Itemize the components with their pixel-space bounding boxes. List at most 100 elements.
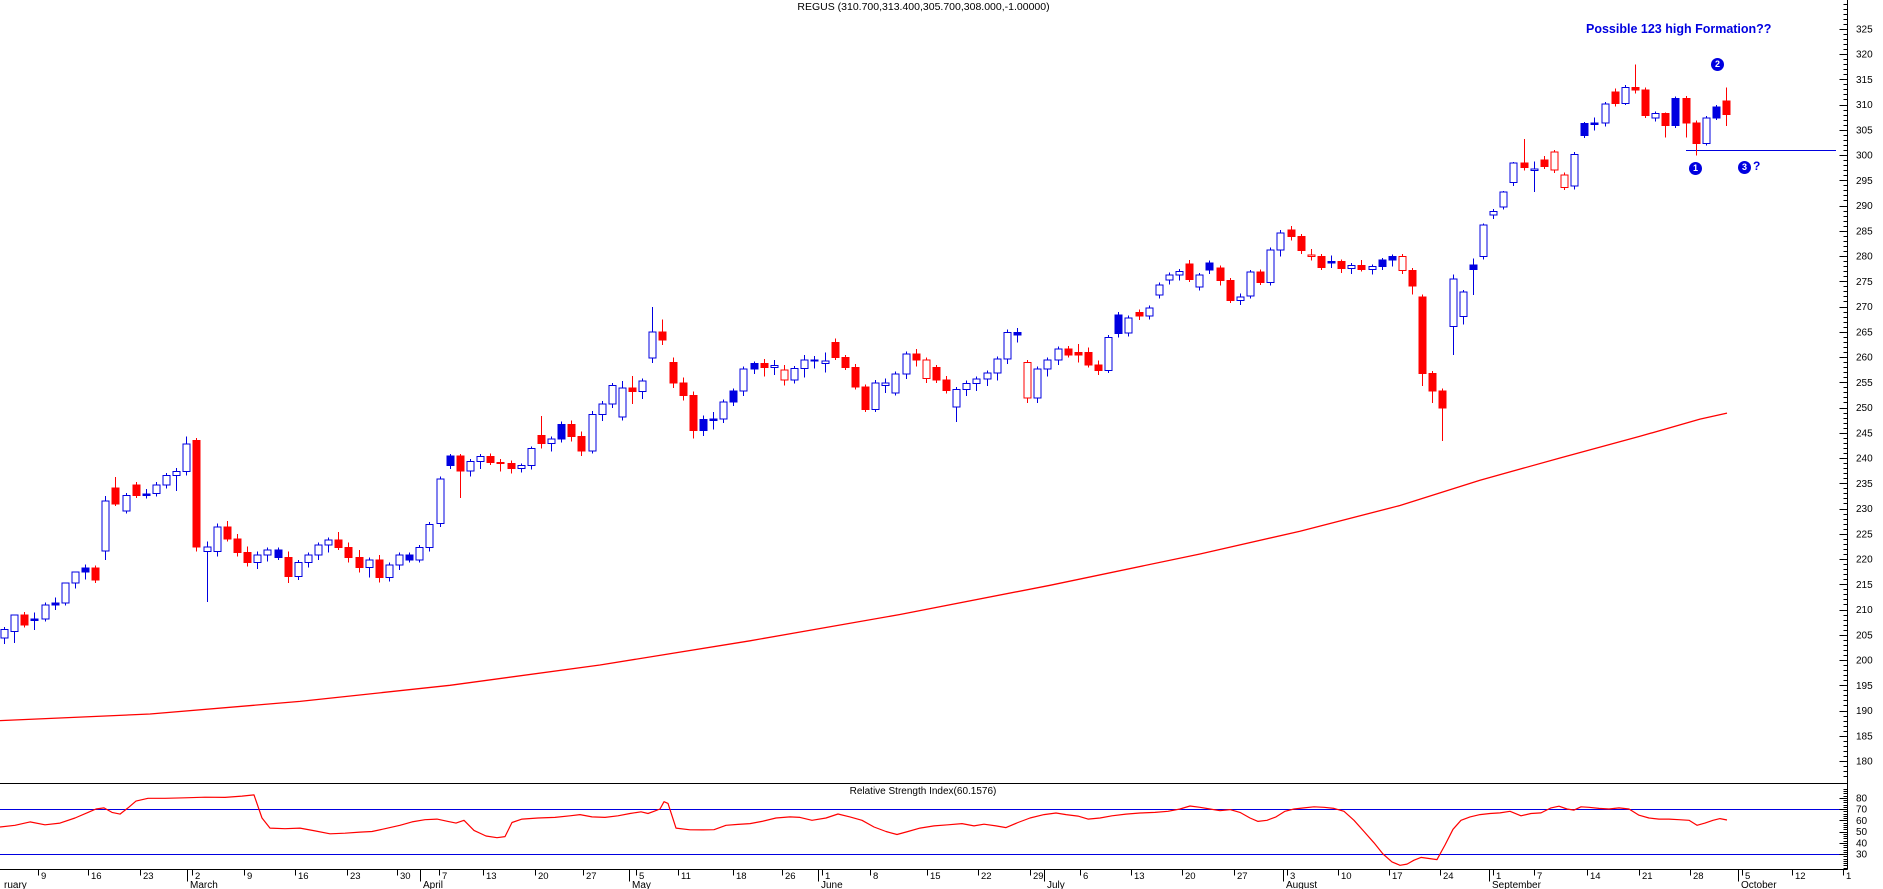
formation-annotation-text: Possible 123 high Formation?? bbox=[1586, 22, 1772, 36]
candle-body bbox=[1145, 307, 1154, 317]
candle-body bbox=[689, 394, 698, 432]
candle-body bbox=[1023, 362, 1032, 399]
point-1-marker[interactable]: 1 bbox=[1689, 162, 1702, 175]
rsi-axis-label: 50 bbox=[1856, 827, 1868, 838]
candle-body bbox=[993, 358, 1002, 374]
price-axis-label: 290 bbox=[1856, 201, 1873, 212]
candle-body bbox=[598, 403, 607, 416]
price-axis-label: 315 bbox=[1856, 75, 1873, 86]
candle-body bbox=[1074, 351, 1083, 356]
price-axis-label: 235 bbox=[1856, 479, 1873, 490]
price-axis-label: 310 bbox=[1856, 100, 1873, 111]
candle-body bbox=[486, 455, 495, 464]
candle-body bbox=[395, 554, 404, 566]
candle-body bbox=[1165, 274, 1174, 281]
candle-body bbox=[881, 382, 890, 386]
week-label: 16 bbox=[91, 871, 102, 882]
candle-body bbox=[1499, 191, 1508, 208]
candle-body bbox=[1428, 373, 1437, 392]
week-label: 26 bbox=[785, 871, 796, 882]
candle-body bbox=[810, 359, 819, 362]
candle-body bbox=[1266, 249, 1275, 283]
point-3-label: 3 bbox=[1741, 162, 1747, 172]
week-label: 2 bbox=[195, 871, 200, 882]
candle-body bbox=[213, 526, 222, 552]
week-label: 8 bbox=[873, 871, 878, 882]
rsi-axis-label: 40 bbox=[1856, 838, 1868, 849]
candle-body bbox=[729, 390, 738, 403]
candle-body bbox=[1682, 97, 1691, 124]
candle-body bbox=[1327, 261, 1336, 264]
candle-body bbox=[365, 559, 374, 569]
candle-body bbox=[91, 567, 100, 581]
candle-body bbox=[1135, 312, 1144, 317]
candle-body bbox=[527, 447, 536, 467]
price-axis-label: 260 bbox=[1856, 353, 1873, 364]
price-axis-label: 230 bbox=[1856, 504, 1873, 515]
price-axis-label: 250 bbox=[1856, 403, 1873, 414]
candle-body bbox=[780, 369, 789, 381]
price-axis-label: 240 bbox=[1856, 454, 1873, 465]
candle-body bbox=[1195, 274, 1204, 288]
candle-body bbox=[628, 387, 637, 392]
candle-body bbox=[922, 359, 931, 380]
candle-body bbox=[233, 538, 242, 553]
price-axis-label: 300 bbox=[1856, 151, 1873, 162]
candle-body bbox=[658, 331, 667, 341]
week-label: 5 bbox=[639, 871, 644, 882]
price-axis-label: 195 bbox=[1856, 681, 1873, 692]
point-3-question: ? bbox=[1753, 159, 1761, 173]
candle-body bbox=[1671, 97, 1680, 127]
price-axis-label: 295 bbox=[1856, 176, 1873, 187]
week-label: 21 bbox=[1642, 871, 1653, 882]
candle-body bbox=[841, 357, 850, 369]
candle-body bbox=[142, 493, 151, 496]
point-2-marker[interactable]: 2 bbox=[1711, 58, 1724, 71]
candle-body bbox=[1064, 348, 1073, 356]
month-label: ruary bbox=[4, 880, 27, 889]
candle-body bbox=[30, 618, 39, 621]
candle-body bbox=[1438, 390, 1447, 409]
candle-body bbox=[415, 546, 424, 561]
price-axis-label: 245 bbox=[1856, 428, 1873, 439]
chart-title: REGUS (310.700,313.400,305.700,308.000,-… bbox=[797, 1, 1050, 13]
week-label: 1 bbox=[1846, 871, 1851, 882]
candle-body bbox=[517, 465, 526, 470]
week-label: 13 bbox=[486, 871, 497, 882]
candle-body bbox=[1054, 348, 1063, 361]
candle-body bbox=[1580, 123, 1589, 136]
week-label: 20 bbox=[1185, 871, 1196, 882]
candle-body bbox=[51, 602, 60, 606]
candle-body bbox=[861, 386, 870, 411]
candle-body bbox=[648, 331, 657, 359]
candle-body bbox=[41, 604, 50, 620]
price-axis-label: 220 bbox=[1856, 555, 1873, 566]
candle-body bbox=[274, 549, 283, 558]
candle-body bbox=[912, 353, 921, 361]
candle-body bbox=[1479, 224, 1488, 258]
point-1-label: 1 bbox=[1692, 163, 1698, 173]
candle-body bbox=[952, 388, 961, 408]
candle-body bbox=[1520, 162, 1529, 169]
price-axis-label: 285 bbox=[1856, 226, 1873, 237]
candle-body bbox=[709, 418, 718, 421]
candle-body bbox=[243, 551, 252, 564]
month-label: May bbox=[632, 880, 651, 889]
candle-body bbox=[334, 539, 343, 548]
candle-body bbox=[1084, 351, 1093, 366]
candle-body bbox=[1489, 211, 1498, 216]
candle-body bbox=[405, 554, 414, 561]
candle-body bbox=[192, 439, 201, 548]
candle-body bbox=[608, 384, 617, 405]
candle-body bbox=[618, 387, 627, 418]
point-3-marker[interactable]: 3? bbox=[1738, 160, 1760, 174]
candle-body bbox=[1388, 256, 1397, 261]
candle-body bbox=[770, 365, 779, 369]
candle-body bbox=[1378, 259, 1387, 268]
candle-body bbox=[1297, 235, 1306, 251]
candle-body bbox=[567, 424, 576, 437]
candle-body bbox=[1155, 284, 1164, 296]
candle-body bbox=[304, 554, 313, 564]
candle-body bbox=[851, 367, 860, 388]
